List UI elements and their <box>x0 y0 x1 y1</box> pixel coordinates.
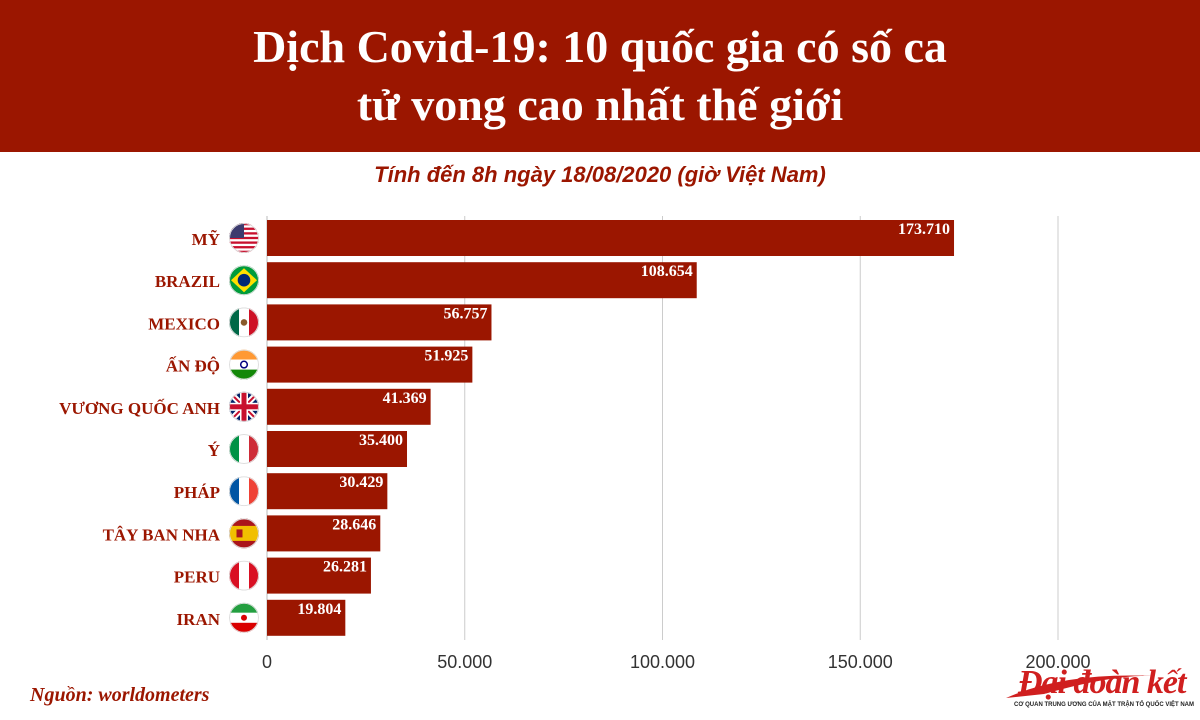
bar-value-label: 19.804 <box>297 601 341 618</box>
bar-value-label: 51.925 <box>424 348 468 365</box>
category-label: ẤN ĐỘ <box>166 357 220 376</box>
bar <box>267 473 388 510</box>
x-tick-label: 100.000 <box>630 652 695 672</box>
x-tick-label: 50.000 <box>437 652 492 672</box>
x-tick-label: 0 <box>262 652 272 672</box>
bar <box>267 388 431 425</box>
uk-flag-icon <box>229 391 259 422</box>
bar <box>267 304 492 341</box>
bar <box>267 515 381 552</box>
category-label: IRAN <box>177 610 221 629</box>
category-label: MỸ <box>192 229 220 249</box>
brazil-flag-icon <box>229 265 259 296</box>
peru-flag-icon <box>229 560 259 591</box>
category-label: Ý <box>208 441 220 460</box>
italy-flag-icon <box>229 434 259 464</box>
logo-wordmark: Đại đoàn kết <box>1018 664 1186 701</box>
bar-value-label: 108.654 <box>641 263 693 280</box>
category-label: TÂY BAN NHA <box>103 525 221 544</box>
bar-value-label: 28.646 <box>332 516 376 533</box>
bar-value-label: 56.757 <box>443 305 487 322</box>
bar-value-label: 41.369 <box>383 390 427 407</box>
bar-value-label: 26.281 <box>323 559 367 576</box>
title-banner: Dịch Covid-19: 10 quốc gia có số ca tử v… <box>0 0 1200 152</box>
category-label: PHÁP <box>174 483 220 502</box>
bar <box>267 431 408 467</box>
france-flag-icon <box>229 476 259 507</box>
category-label: VƯƠNG QUỐC ANH <box>59 398 220 418</box>
iran-flag-icon <box>229 602 259 633</box>
category-label: MEXICO <box>148 314 220 333</box>
daidoanket-logo: Đại đoàn kết CƠ QUAN TRUNG ƯƠNG CỦA MẶT … <box>1004 664 1194 714</box>
bar-value-label: 173.710 <box>898 221 950 238</box>
bar <box>267 220 955 256</box>
bar <box>267 557 371 594</box>
x-tick-label: 150.000 <box>828 652 893 672</box>
title-line-2: tử vong cao nhất thế giới <box>356 79 844 130</box>
chart-subtitle: Tính đến 8h ngày 18/08/2020 (giờ Việt Na… <box>374 162 826 187</box>
bar <box>267 262 697 299</box>
bar-value-label: 35.400 <box>359 432 403 449</box>
bar <box>267 599 346 636</box>
x-tick-label: 200.000 <box>1025 652 1090 672</box>
logo-tagline: CƠ QUAN TRUNG ƯƠNG CỦA MẶT TRẬN TỔ QUỐC … <box>1014 702 1194 708</box>
title-line-1: Dịch Covid-19: 10 quốc gia có số ca <box>253 21 947 72</box>
category-label: PERU <box>174 568 220 587</box>
mexico-flag-icon <box>229 307 259 338</box>
bar <box>267 346 473 383</box>
logo-swoosh <box>1006 675 1154 698</box>
category-label: BRAZIL <box>155 272 220 291</box>
spain-flag-icon <box>229 518 259 549</box>
bar-value-label: 30.429 <box>339 474 383 491</box>
source-note: Nguồn: worldometers <box>30 684 210 706</box>
india-flag-icon <box>229 349 259 380</box>
usa-flag-icon <box>229 223 259 253</box>
